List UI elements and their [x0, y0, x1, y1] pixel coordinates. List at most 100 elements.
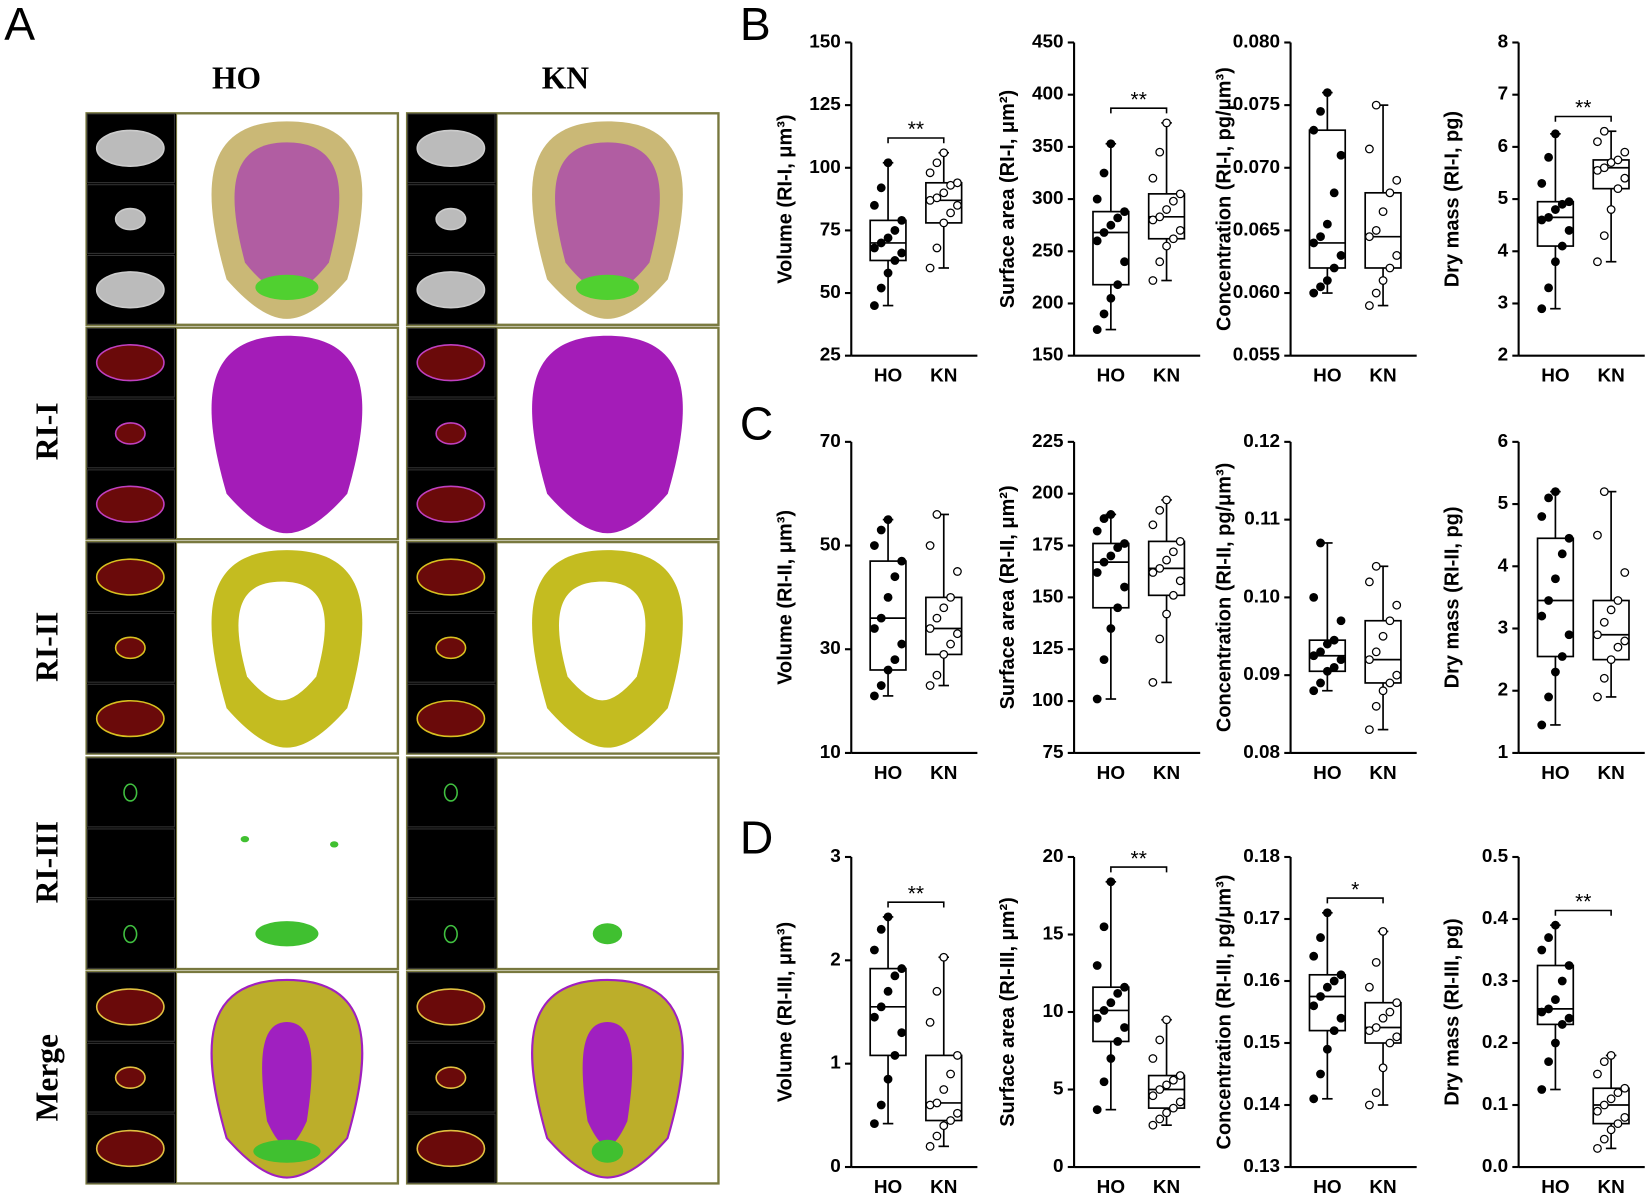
data-point — [1593, 1106, 1602, 1116]
data-point — [1336, 655, 1346, 665]
data-point — [1092, 526, 1102, 536]
data-point — [1593, 257, 1602, 267]
data-point — [1106, 624, 1116, 633]
data-point — [939, 650, 949, 659]
data-point — [869, 243, 879, 253]
data-point — [1106, 139, 1116, 149]
data-point — [1099, 168, 1109, 178]
y-tick-label: 0.4 — [1482, 908, 1509, 929]
row-label: RI-III — [30, 821, 65, 903]
y-tick-label: 400 — [1032, 84, 1064, 105]
data-point — [1378, 1013, 1388, 1023]
data-point — [1148, 1054, 1158, 1063]
data-point — [1557, 549, 1567, 559]
data-point — [1613, 1088, 1623, 1098]
slice-section — [95, 558, 165, 596]
significance-bracket — [1110, 866, 1168, 873]
data-point — [883, 268, 893, 278]
data-point — [1599, 163, 1609, 173]
y-tick-label: 2 — [830, 949, 841, 970]
data-point — [1155, 505, 1165, 515]
slice-section — [114, 422, 146, 445]
panel-label: C — [740, 397, 773, 449]
y-tick-label: 0 — [1053, 1156, 1064, 1177]
data-point — [1537, 720, 1547, 730]
data-point — [869, 624, 879, 633]
data-point — [932, 510, 942, 519]
x-tick-label: HO — [874, 366, 902, 387]
y-tick-label: 0.060 — [1233, 282, 1280, 303]
data-point — [1537, 1085, 1547, 1094]
data-point — [1099, 557, 1109, 567]
data-point — [1309, 125, 1319, 135]
data-point — [883, 986, 893, 996]
slice-section — [416, 485, 486, 523]
render-blob — [234, 142, 340, 293]
data-point — [1120, 582, 1129, 592]
data-point — [1155, 212, 1165, 222]
data-point — [1316, 232, 1325, 242]
slice-section — [435, 207, 467, 231]
slice-section — [443, 783, 458, 802]
y-tick-label: 0.3 — [1482, 970, 1508, 991]
x-tick-label: HO — [1097, 1177, 1125, 1198]
data-point — [1162, 118, 1171, 128]
y-tick-label: 75 — [1043, 742, 1064, 763]
data-point — [1120, 207, 1129, 217]
y-tick-label: 0.17 — [1243, 908, 1280, 929]
data-point — [897, 556, 907, 566]
data-point — [1378, 276, 1388, 285]
data-point — [1551, 920, 1560, 930]
data-point — [1564, 1013, 1574, 1023]
data-point — [1175, 576, 1185, 586]
data-point — [1162, 241, 1171, 251]
data-point — [1378, 631, 1388, 641]
data-point — [1106, 293, 1116, 303]
data-point — [1120, 982, 1129, 992]
data-point — [876, 238, 886, 248]
data-point — [883, 665, 893, 675]
data-point — [1329, 188, 1339, 198]
data-point — [1316, 647, 1325, 657]
data-point — [1593, 630, 1602, 640]
data-point — [1537, 611, 1547, 621]
data-point — [1168, 196, 1178, 206]
x-tick-label: KN — [1153, 763, 1180, 784]
box — [1592, 1087, 1630, 1125]
y-tick-label: 6 — [1498, 136, 1509, 157]
y-tick-label: 5 — [1498, 493, 1509, 514]
box — [869, 560, 907, 671]
data-point — [1322, 1044, 1332, 1054]
row-label: RI-I — [30, 402, 65, 460]
data-point — [1316, 933, 1325, 943]
data-point — [1148, 568, 1158, 577]
x-tick-label: KN — [1369, 1177, 1396, 1198]
slice-section — [95, 699, 165, 738]
y-tick-label: 250 — [1032, 240, 1064, 261]
render-blob — [575, 274, 639, 300]
significance-bracket — [1554, 909, 1612, 916]
data-point — [890, 1050, 900, 1060]
data-point — [1385, 263, 1395, 273]
box — [1308, 973, 1347, 1032]
data-point — [953, 200, 962, 210]
data-point — [1175, 189, 1185, 199]
slice-section — [416, 271, 486, 309]
data-point — [953, 629, 962, 639]
data-point — [1606, 605, 1616, 615]
data-point — [1099, 228, 1109, 237]
data-point — [869, 1012, 879, 1022]
data-point — [925, 263, 935, 273]
render-blob — [238, 581, 325, 701]
render-blob — [330, 841, 339, 848]
y-tick-label: 0.075 — [1233, 94, 1280, 115]
data-point — [925, 681, 935, 690]
data-point — [890, 572, 900, 582]
data-point — [1364, 577, 1374, 587]
data-point — [1392, 998, 1402, 1008]
slice-section — [416, 558, 486, 596]
y-tick-label: 1 — [1498, 742, 1509, 763]
data-point — [1162, 1108, 1171, 1118]
